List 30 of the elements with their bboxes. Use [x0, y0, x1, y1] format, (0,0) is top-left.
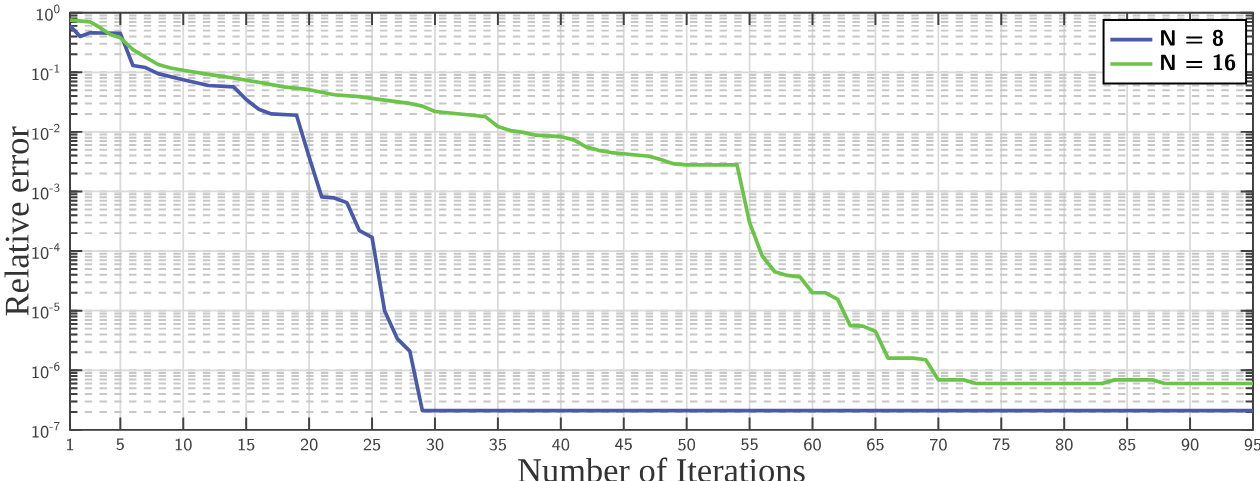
x-tick-label: 85	[1118, 438, 1136, 451]
y-tick-label: 10$^{-3}$	[32, 183, 60, 200]
x-tick-label: 15	[238, 438, 255, 451]
x-tick-label: 45	[615, 438, 632, 451]
x-tick-label: 10	[175, 438, 192, 451]
y-tick-label: 10$^{-7}$	[32, 421, 60, 438]
x-tick-label: 25	[363, 438, 381, 451]
x-tick-label: 65	[867, 438, 884, 451]
x-tick-label: 80	[1055, 438, 1073, 451]
y-tick-label: 10$^{0}$	[36, 4, 60, 21]
y-tick-label: 10$^{-4}$	[32, 243, 60, 259]
legend-label: N = 16	[1161, 54, 1236, 71]
y-tick-label: 10$^{-5}$	[32, 302, 60, 319]
x-tick-label: 35	[489, 438, 507, 451]
y-tick-label: 10$^{-2}$	[32, 123, 60, 140]
x-tick-label: 55	[741, 438, 758, 451]
y-tick-label: 10$^{-6}$	[32, 362, 60, 379]
y-axis-title: Relative error	[4, 126, 29, 316]
x-tick-label: 5	[116, 438, 124, 451]
x-tick-label: 1	[67, 438, 74, 451]
y-tick-label: 10$^{-1}$	[32, 64, 60, 81]
x-tick-label: 20	[300, 438, 318, 451]
x-tick-label: 50	[678, 438, 696, 451]
x-tick-label: 60	[804, 438, 821, 451]
x-tick-label: 30	[426, 438, 444, 451]
x-tick-label: 90	[1181, 438, 1199, 451]
x-tick-label: 70	[929, 438, 947, 451]
x-tick-label: 75	[992, 438, 1010, 451]
legend-label: N = 8	[1161, 29, 1224, 47]
x-tick-label: 40	[552, 438, 570, 451]
